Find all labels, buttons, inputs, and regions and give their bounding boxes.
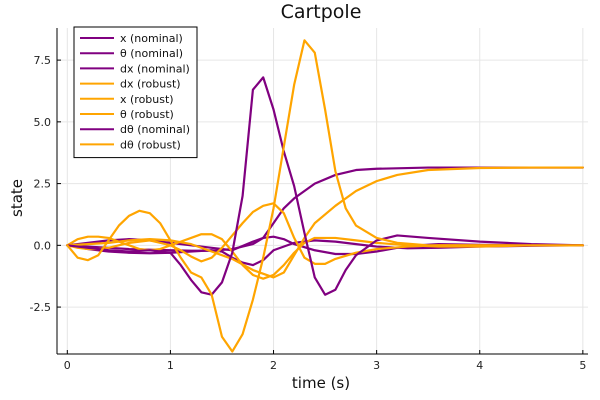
x-tick-label: 1 [167,359,174,372]
x-tick-label: 3 [373,359,380,372]
legend-label: θ (robust) [120,108,174,121]
legend-box [73,26,198,159]
legend-label: dx (robust) [120,78,181,91]
series-lines [66,39,584,353]
y-axis-label: state [8,179,26,217]
x-axis-label: time (s) [292,374,350,392]
y-tick-label: -2.5 [30,301,51,314]
series-line-5 [66,166,584,279]
legend-label: dθ (robust) [120,138,181,151]
series-line-2 [66,239,584,267]
legend: x (nominal) θ (nominal) dx (nominal) dx (ro… [73,26,198,159]
x-tick-label: 2 [270,359,277,372]
y-tick-label: 7.5 [34,54,52,67]
series-line-8 [66,39,584,353]
x-tick-label: 0 [64,359,71,372]
legend-label: θ (nominal) [120,47,183,60]
legend-label: x (robust) [120,93,174,106]
chart-title: Cartpole [281,1,362,23]
y-tick-label: 0.0 [34,239,52,252]
legend-label: x (nominal) [120,32,183,45]
x-tick-label: 4 [476,359,483,372]
legend-label: dθ (nominal) [120,123,190,136]
y-tick-label: 2.5 [34,178,52,191]
legend-label: dx (nominal) [120,62,190,75]
y-tick-label: 5.0 [34,116,52,129]
x-tick-label: 5 [579,359,586,372]
grid [57,28,588,354]
axes: 0 1 2 3 4 5 -2.5 0.0 2.5 5.0 7.5 [30,28,588,372]
